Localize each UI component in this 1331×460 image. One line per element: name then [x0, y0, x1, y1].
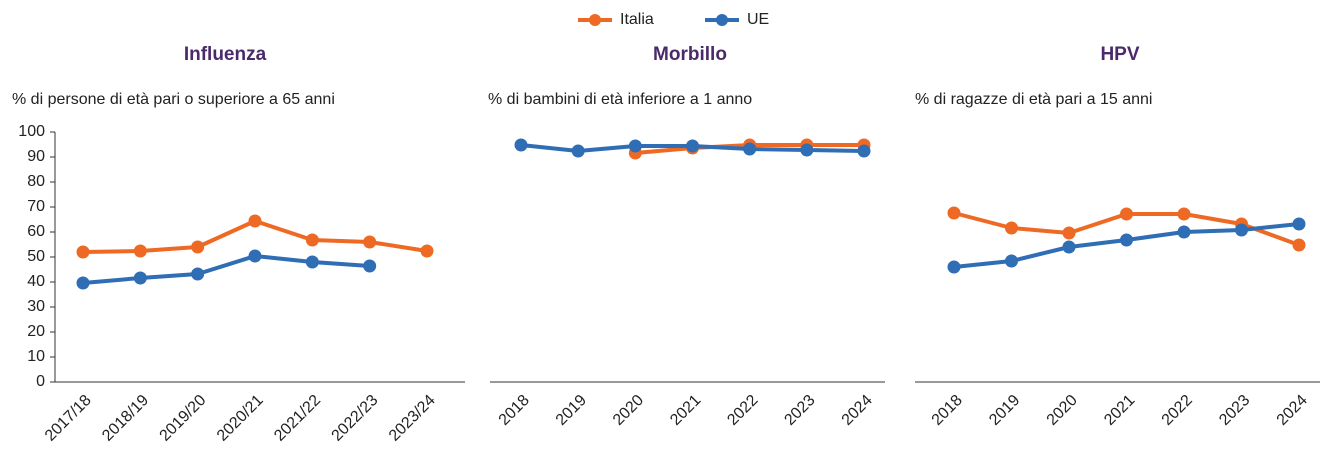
series-line — [82, 254, 370, 285]
y-tick-label: 30 — [27, 298, 45, 315]
x-tick-label: 2017/18 — [42, 392, 95, 445]
x-tick-label: 2020/21 — [214, 392, 267, 445]
data-point — [191, 240, 205, 254]
y-tick-label: 60 — [27, 223, 45, 240]
chart-title: Influenza — [184, 44, 267, 65]
y-tick-label: 40 — [27, 273, 45, 290]
data-point — [1235, 223, 1248, 237]
x-tick-label: 2023/24 — [386, 392, 439, 445]
data-point — [857, 144, 871, 158]
data-point — [1005, 221, 1018, 235]
x-tick-label: 2022/23 — [329, 392, 382, 445]
data-point — [133, 244, 147, 258]
data-point — [1292, 217, 1306, 231]
x-tick-label: 2020 — [1044, 392, 1081, 429]
legend-label: UE — [747, 11, 769, 28]
chart-title: Morbillo — [653, 44, 727, 65]
y-tick-label: 90 — [27, 148, 45, 165]
data-point — [76, 276, 90, 290]
chart-subtitle: % di persone di età pari o superiore a 6… — [12, 91, 335, 108]
data-point — [1177, 225, 1191, 239]
data-point — [628, 139, 642, 153]
y-tick-label: 50 — [27, 248, 45, 265]
x-tick-label: 2021 — [667, 392, 704, 429]
data-point — [420, 244, 434, 258]
x-tick-label: 2024 — [839, 392, 876, 429]
data-point — [1062, 240, 1076, 254]
data-point — [1005, 254, 1018, 268]
data-point — [686, 139, 699, 153]
data-point — [947, 260, 961, 274]
data-point — [1062, 226, 1076, 240]
chart-subtitle: % di ragazze di età pari a 15 anni — [915, 91, 1152, 108]
chart-title: HPV — [1100, 44, 1139, 65]
legend-label: Italia — [620, 11, 654, 28]
data-point — [947, 206, 961, 220]
data-point — [571, 144, 585, 158]
x-tick-label: 2022 — [724, 392, 761, 429]
x-tick-label: 2018 — [496, 392, 533, 429]
y-tick-label: 20 — [27, 323, 45, 340]
y-tick-label: 80 — [27, 173, 45, 190]
data-point — [800, 143, 814, 157]
legend-marker — [589, 14, 601, 26]
y-tick-label: 10 — [27, 348, 45, 365]
x-tick-label: 2019/20 — [157, 392, 210, 445]
data-point — [514, 138, 528, 152]
data-point — [133, 271, 147, 285]
legend-marker — [716, 14, 728, 26]
data-point — [248, 249, 262, 263]
x-tick-label: 2022 — [1159, 392, 1196, 429]
x-tick-label: 2018/19 — [99, 392, 152, 445]
x-tick-label: 2020 — [610, 392, 647, 429]
data-point — [248, 214, 262, 228]
data-point — [1292, 238, 1306, 252]
y-tick-label: 100 — [18, 123, 45, 140]
x-tick-label: 2019 — [553, 392, 590, 429]
data-point — [1177, 207, 1191, 221]
data-point — [363, 235, 377, 249]
data-point — [1120, 207, 1133, 221]
x-tick-label: 2023 — [781, 392, 818, 429]
data-point — [743, 142, 757, 156]
data-point — [305, 233, 319, 247]
x-tick-label: 2019 — [986, 392, 1023, 429]
data-point — [363, 259, 377, 273]
x-tick-label: 2024 — [1274, 392, 1311, 429]
x-tick-label: 2023 — [1216, 392, 1253, 429]
y-tick-label: 70 — [27, 198, 45, 215]
x-tick-label: 2021/22 — [271, 392, 324, 445]
x-tick-label: 2018 — [929, 392, 966, 429]
legend: Italia UE — [578, 11, 769, 28]
data-point — [305, 255, 319, 269]
x-tick-label: 2021 — [1101, 392, 1138, 429]
y-tick-label: 0 — [36, 373, 45, 390]
data-point — [76, 245, 90, 259]
data-point — [191, 267, 205, 281]
data-point — [1120, 233, 1133, 247]
chart-subtitle: % di bambini di età inferiore a 1 anno — [488, 91, 752, 108]
